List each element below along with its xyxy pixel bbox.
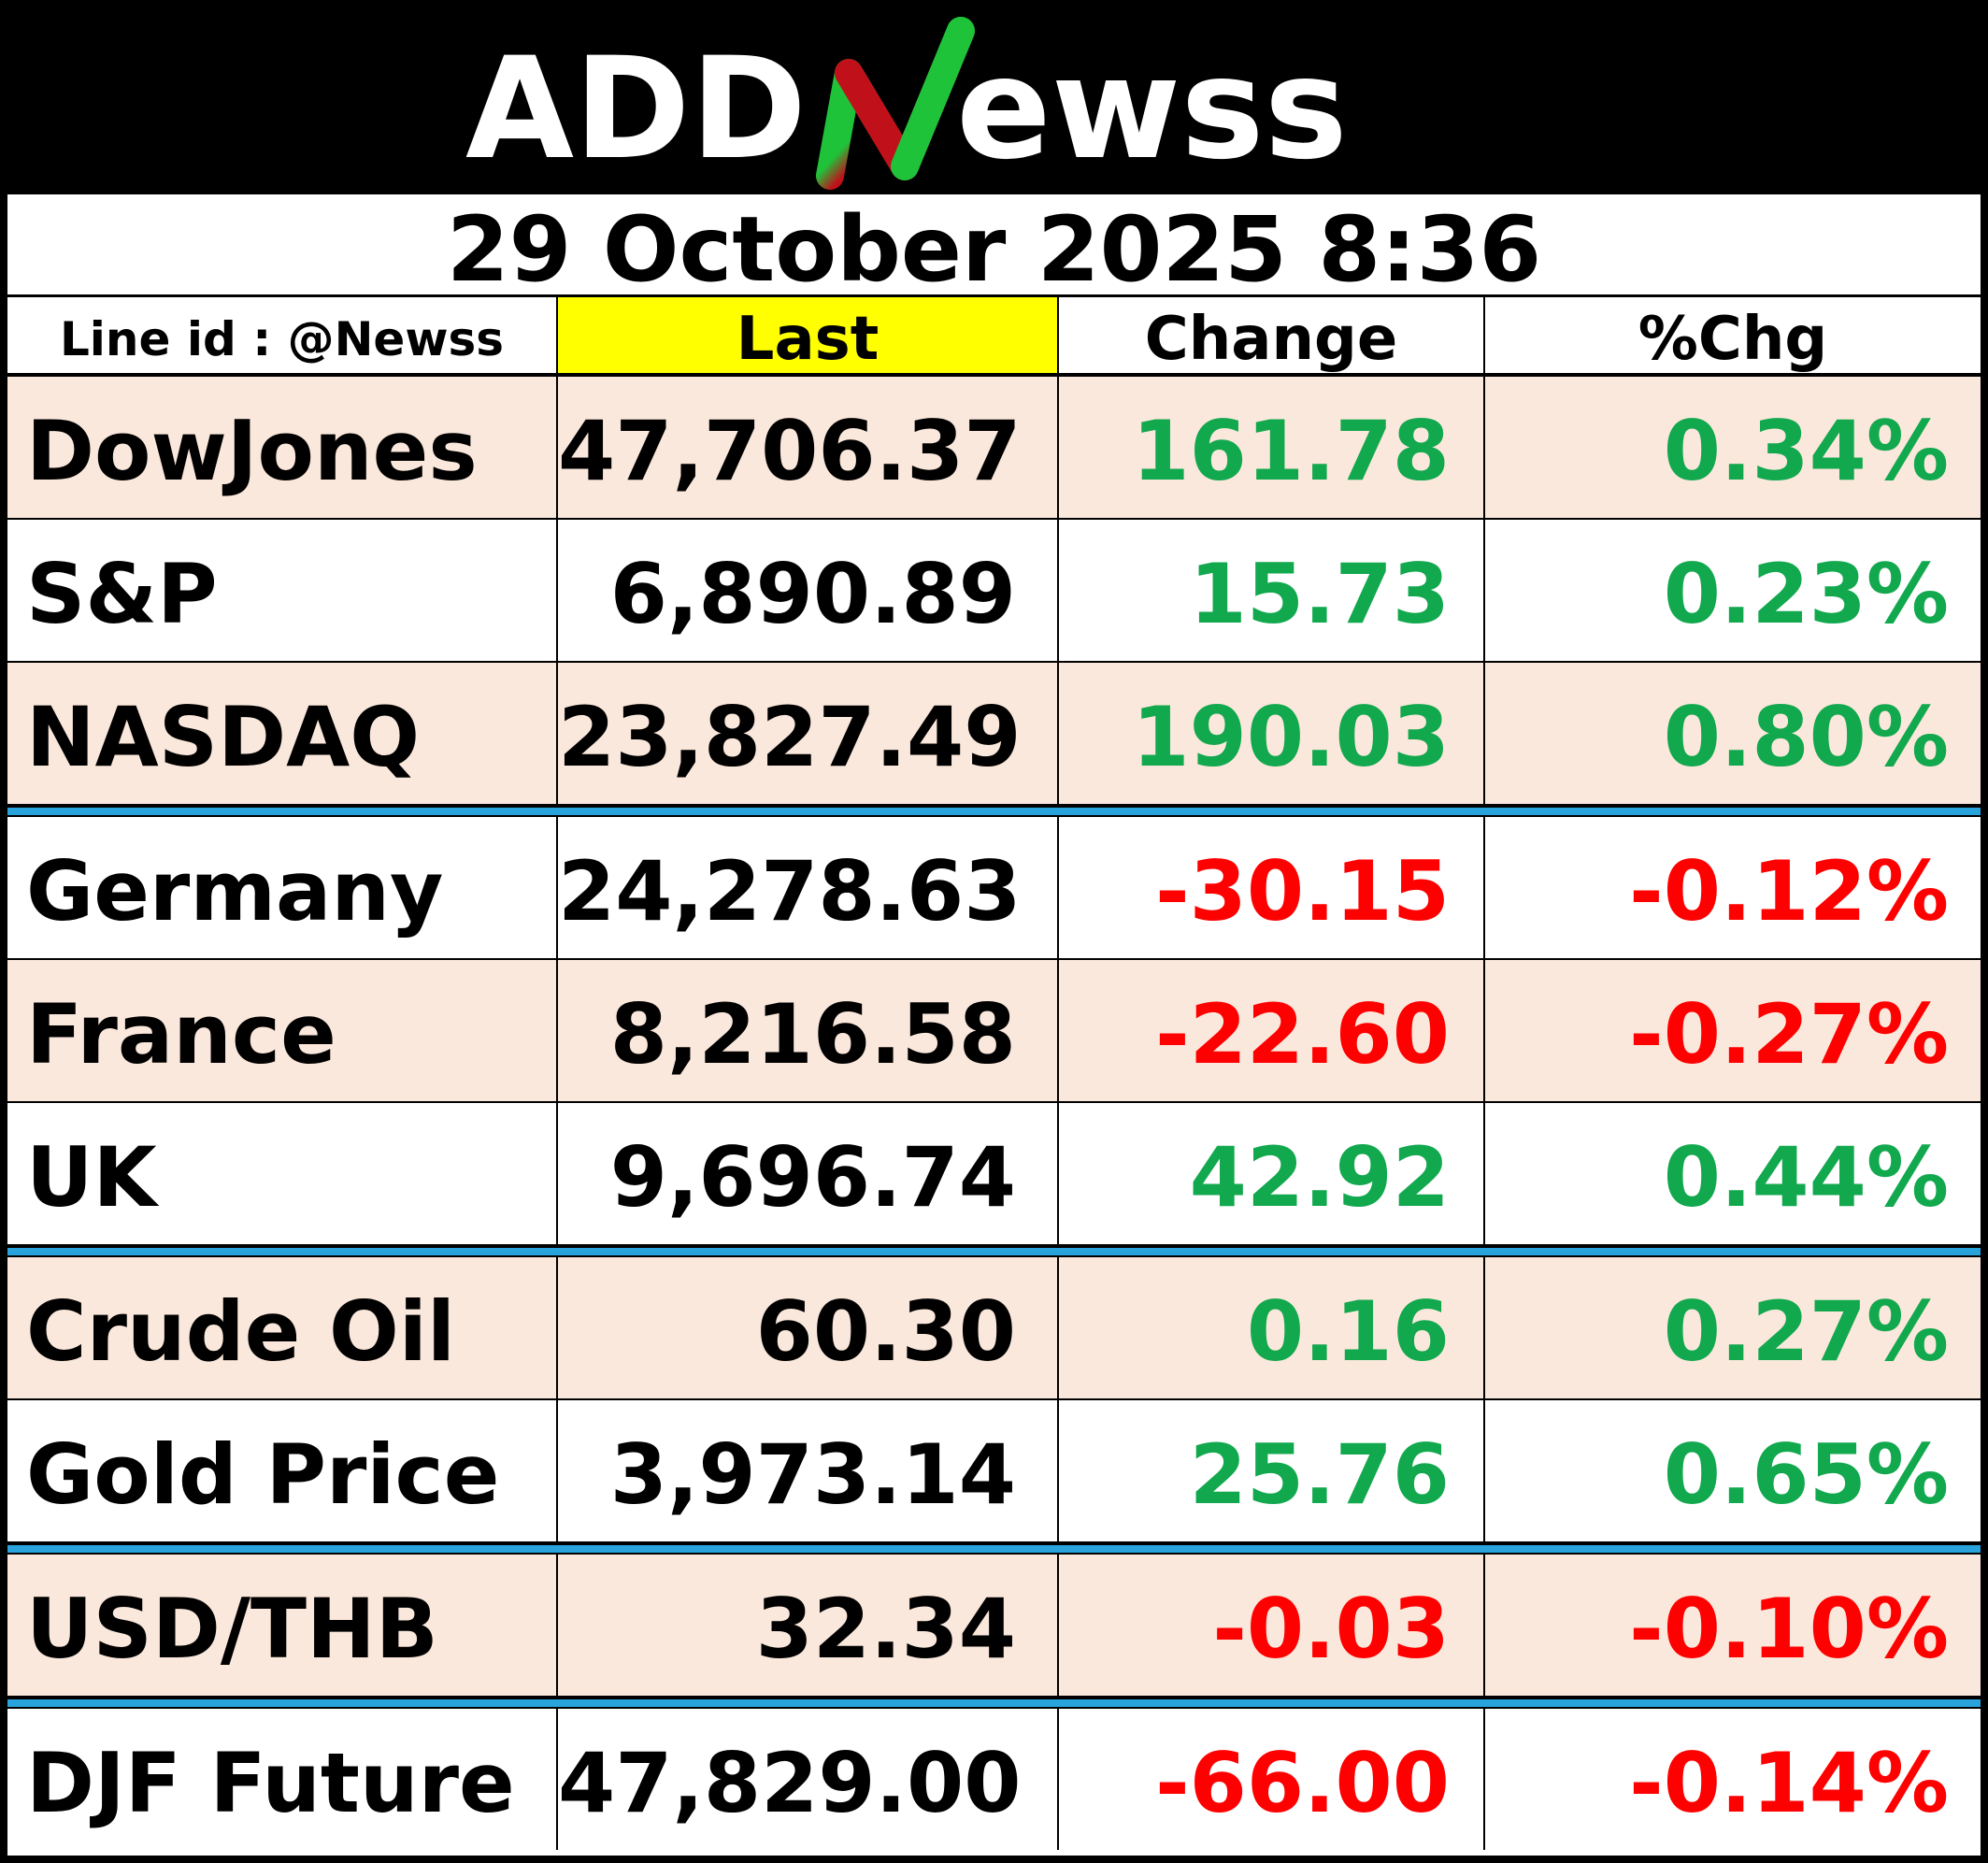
table-row: DJF Future 47,829.00 -66.00 -0.14% [7,1709,1981,1852]
row-last: 9,696.74 [558,1103,1059,1244]
row-change: 25.76 [1059,1400,1485,1541]
addnewss-logo: ADD ewss [465,17,1348,191]
row-change: -0.03 [1059,1555,1485,1696]
group-separator [7,1246,1981,1257]
table-row: UK 9,696.74 42.92 0.44% [7,1103,1981,1246]
row-name: Gold Price [7,1400,558,1541]
row-last: 47,829.00 [558,1709,1059,1850]
row-last: 47,706.37 [558,377,1059,518]
row-last: 24,278.63 [558,817,1059,958]
table-row: DowJones 47,706.37 161.78 0.34% [7,377,1981,520]
logo-banner: ADD ewss [7,7,1981,194]
group-separator [7,806,1981,817]
row-pct-change: 0.44% [1663,1129,1949,1225]
row-name: DowJones [7,377,558,518]
header-change: Change [1059,297,1485,374]
date-time: 29 October 2025 8:36 [7,194,1981,302]
row-name: S&P [7,520,558,661]
group-separator [7,1698,1981,1709]
table-row: S&P 6,890.89 15.73 0.23% [7,520,1981,663]
table-row: Gold Price 3,973.14 25.76 0.65% [7,1400,1981,1543]
row-last: 32.34 [558,1555,1059,1696]
row-pct-change: -0.27% [1629,986,1949,1082]
row-last: 8,216.58 [558,960,1059,1101]
row-last: 60.30 [558,1257,1059,1398]
row-pct-change: 0.23% [1663,546,1949,642]
row-name: France [7,960,558,1101]
table-row: Crude Oil 60.30 0.16 0.27% [7,1257,1981,1400]
row-pct-change: -0.12% [1629,843,1949,939]
row-name: DJF Future [7,1709,558,1850]
header-pct-change: %Chg [1638,305,1828,374]
header-line-id: Line id : @Newss [7,297,558,373]
row-change: -66.00 [1059,1709,1485,1850]
row-pct-change: 0.27% [1663,1283,1949,1380]
row-pct-change: 0.34% [1663,403,1949,499]
row-pct-change: -0.14% [1629,1735,1949,1831]
row-pct-change: -0.10% [1629,1581,1949,1677]
row-change: 15.73 [1059,520,1485,661]
row-last: 23,827.49 [558,663,1059,804]
row-change: -30.15 [1059,817,1485,958]
row-name: Crude Oil [7,1257,558,1398]
row-pct-change: 0.65% [1663,1426,1949,1523]
logo-text-ewss: ewss [956,28,1348,191]
logo-n-mark [816,17,975,190]
row-change: -22.60 [1059,960,1485,1101]
row-name: UK [7,1103,558,1244]
table-row: France 8,216.58 -22.60 -0.27% [7,960,1981,1103]
row-change: 190.03 [1059,663,1485,804]
row-change: 161.78 [1059,377,1485,518]
logo-text-add: ADD [465,28,807,191]
group-separator [7,1543,1981,1555]
table-row: Germany 24,278.63 -30.15 -0.12% [7,817,1981,960]
row-name: NASDAQ [7,663,558,804]
row-name: USD/THB [7,1555,558,1696]
table-row: NASDAQ 23,827.49 190.03 0.80% [7,663,1981,806]
row-change: 42.92 [1059,1103,1485,1244]
row-last: 3,973.14 [558,1400,1059,1541]
row-pct-change: 0.80% [1663,689,1949,785]
row-change: 0.16 [1059,1257,1485,1398]
table-row: USD/THB 32.34 -0.03 -0.10% [7,1555,1981,1698]
row-name: Germany [7,817,558,958]
table-header: Line id : @Newss Last Change %Chg [7,297,1981,377]
header-last: Last [558,297,1059,374]
row-last: 6,890.89 [558,520,1059,661]
